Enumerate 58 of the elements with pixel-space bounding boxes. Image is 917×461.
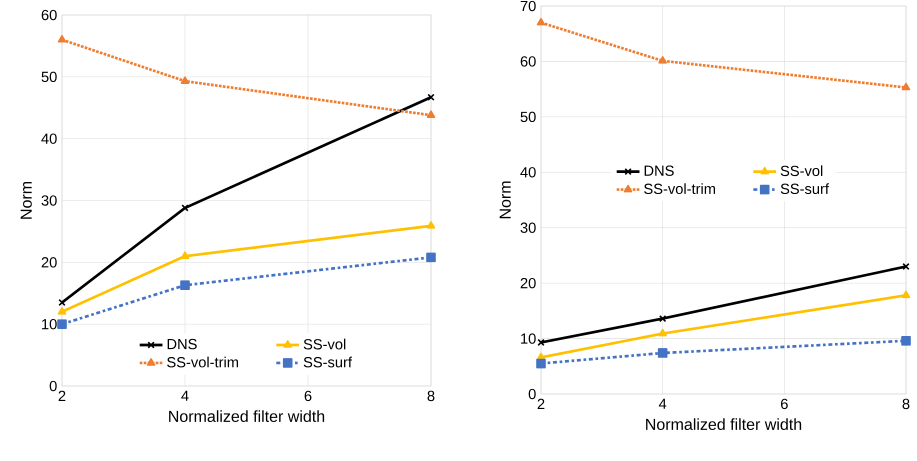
point: [536, 358, 546, 368]
y-tick-label: 60: [42, 10, 57, 20]
x-tick-label: 4: [181, 390, 189, 401]
y-tick-label: 10: [42, 318, 57, 330]
legend-label: SS-vol-trim: [644, 183, 716, 194]
legend-label: SS-vol: [780, 165, 822, 176]
point: [181, 204, 189, 212]
y-tick-label: 20: [42, 257, 57, 268]
point: [426, 221, 436, 229]
y-tick-label: 40: [520, 167, 536, 178]
y-tick-label: 40: [41, 133, 57, 144]
y-axis-title: Norm: [500, 182, 511, 218]
legend-label: SS-surf: [304, 356, 352, 368]
x-tick-label: 4: [658, 398, 666, 409]
point: [658, 348, 668, 358]
point: [58, 34, 66, 43]
point: [536, 18, 546, 26]
y-tick-label: 30: [42, 195, 57, 206]
x-axis-title: Normalized filter width: [169, 410, 324, 422]
legend-label: DNS: [644, 166, 674, 176]
x-tick-label: 8: [902, 398, 910, 410]
point: [901, 336, 911, 346]
point: [427, 94, 435, 101]
x-axis-title: Normalized filter width: [646, 418, 802, 430]
point: [426, 110, 436, 118]
x-tick-label: 8: [428, 390, 434, 402]
point: [902, 82, 910, 90]
x-tick-label: 2: [538, 398, 544, 409]
point: [57, 319, 67, 329]
legend-label: SS-surf: [780, 183, 829, 194]
point: [180, 280, 190, 290]
y-tick-label: 50: [520, 112, 536, 122]
y-tick-label: 20: [520, 278, 536, 288]
point: [902, 262, 910, 270]
point: [426, 252, 436, 262]
y-tick-label: 0: [50, 380, 57, 392]
x-tick-label: 2: [58, 390, 66, 401]
point: [659, 314, 666, 322]
legend-label: SS-vol-trim: [167, 356, 238, 368]
legend-label: DNS: [168, 338, 197, 350]
y-tick-label: 50: [42, 72, 57, 82]
point: [180, 251, 190, 259]
point: [658, 328, 667, 336]
x-tick-label: 6: [304, 390, 312, 402]
point: [58, 298, 66, 306]
y-tick-label: 10: [521, 333, 536, 344]
point: [537, 338, 545, 346]
legend-label: SS-vol: [304, 338, 346, 350]
y-tick-label: 0: [528, 388, 536, 400]
y-tick-label: 60: [520, 56, 536, 67]
point: [58, 307, 66, 315]
y-tick-label: 70: [520, 0, 536, 12]
point: [180, 76, 190, 84]
x-tick-label: 6: [781, 398, 788, 410]
point: [658, 56, 667, 64]
y-tick-label: 30: [520, 222, 536, 233]
point: [902, 290, 910, 298]
y-axis-title: Norm: [20, 182, 32, 219]
